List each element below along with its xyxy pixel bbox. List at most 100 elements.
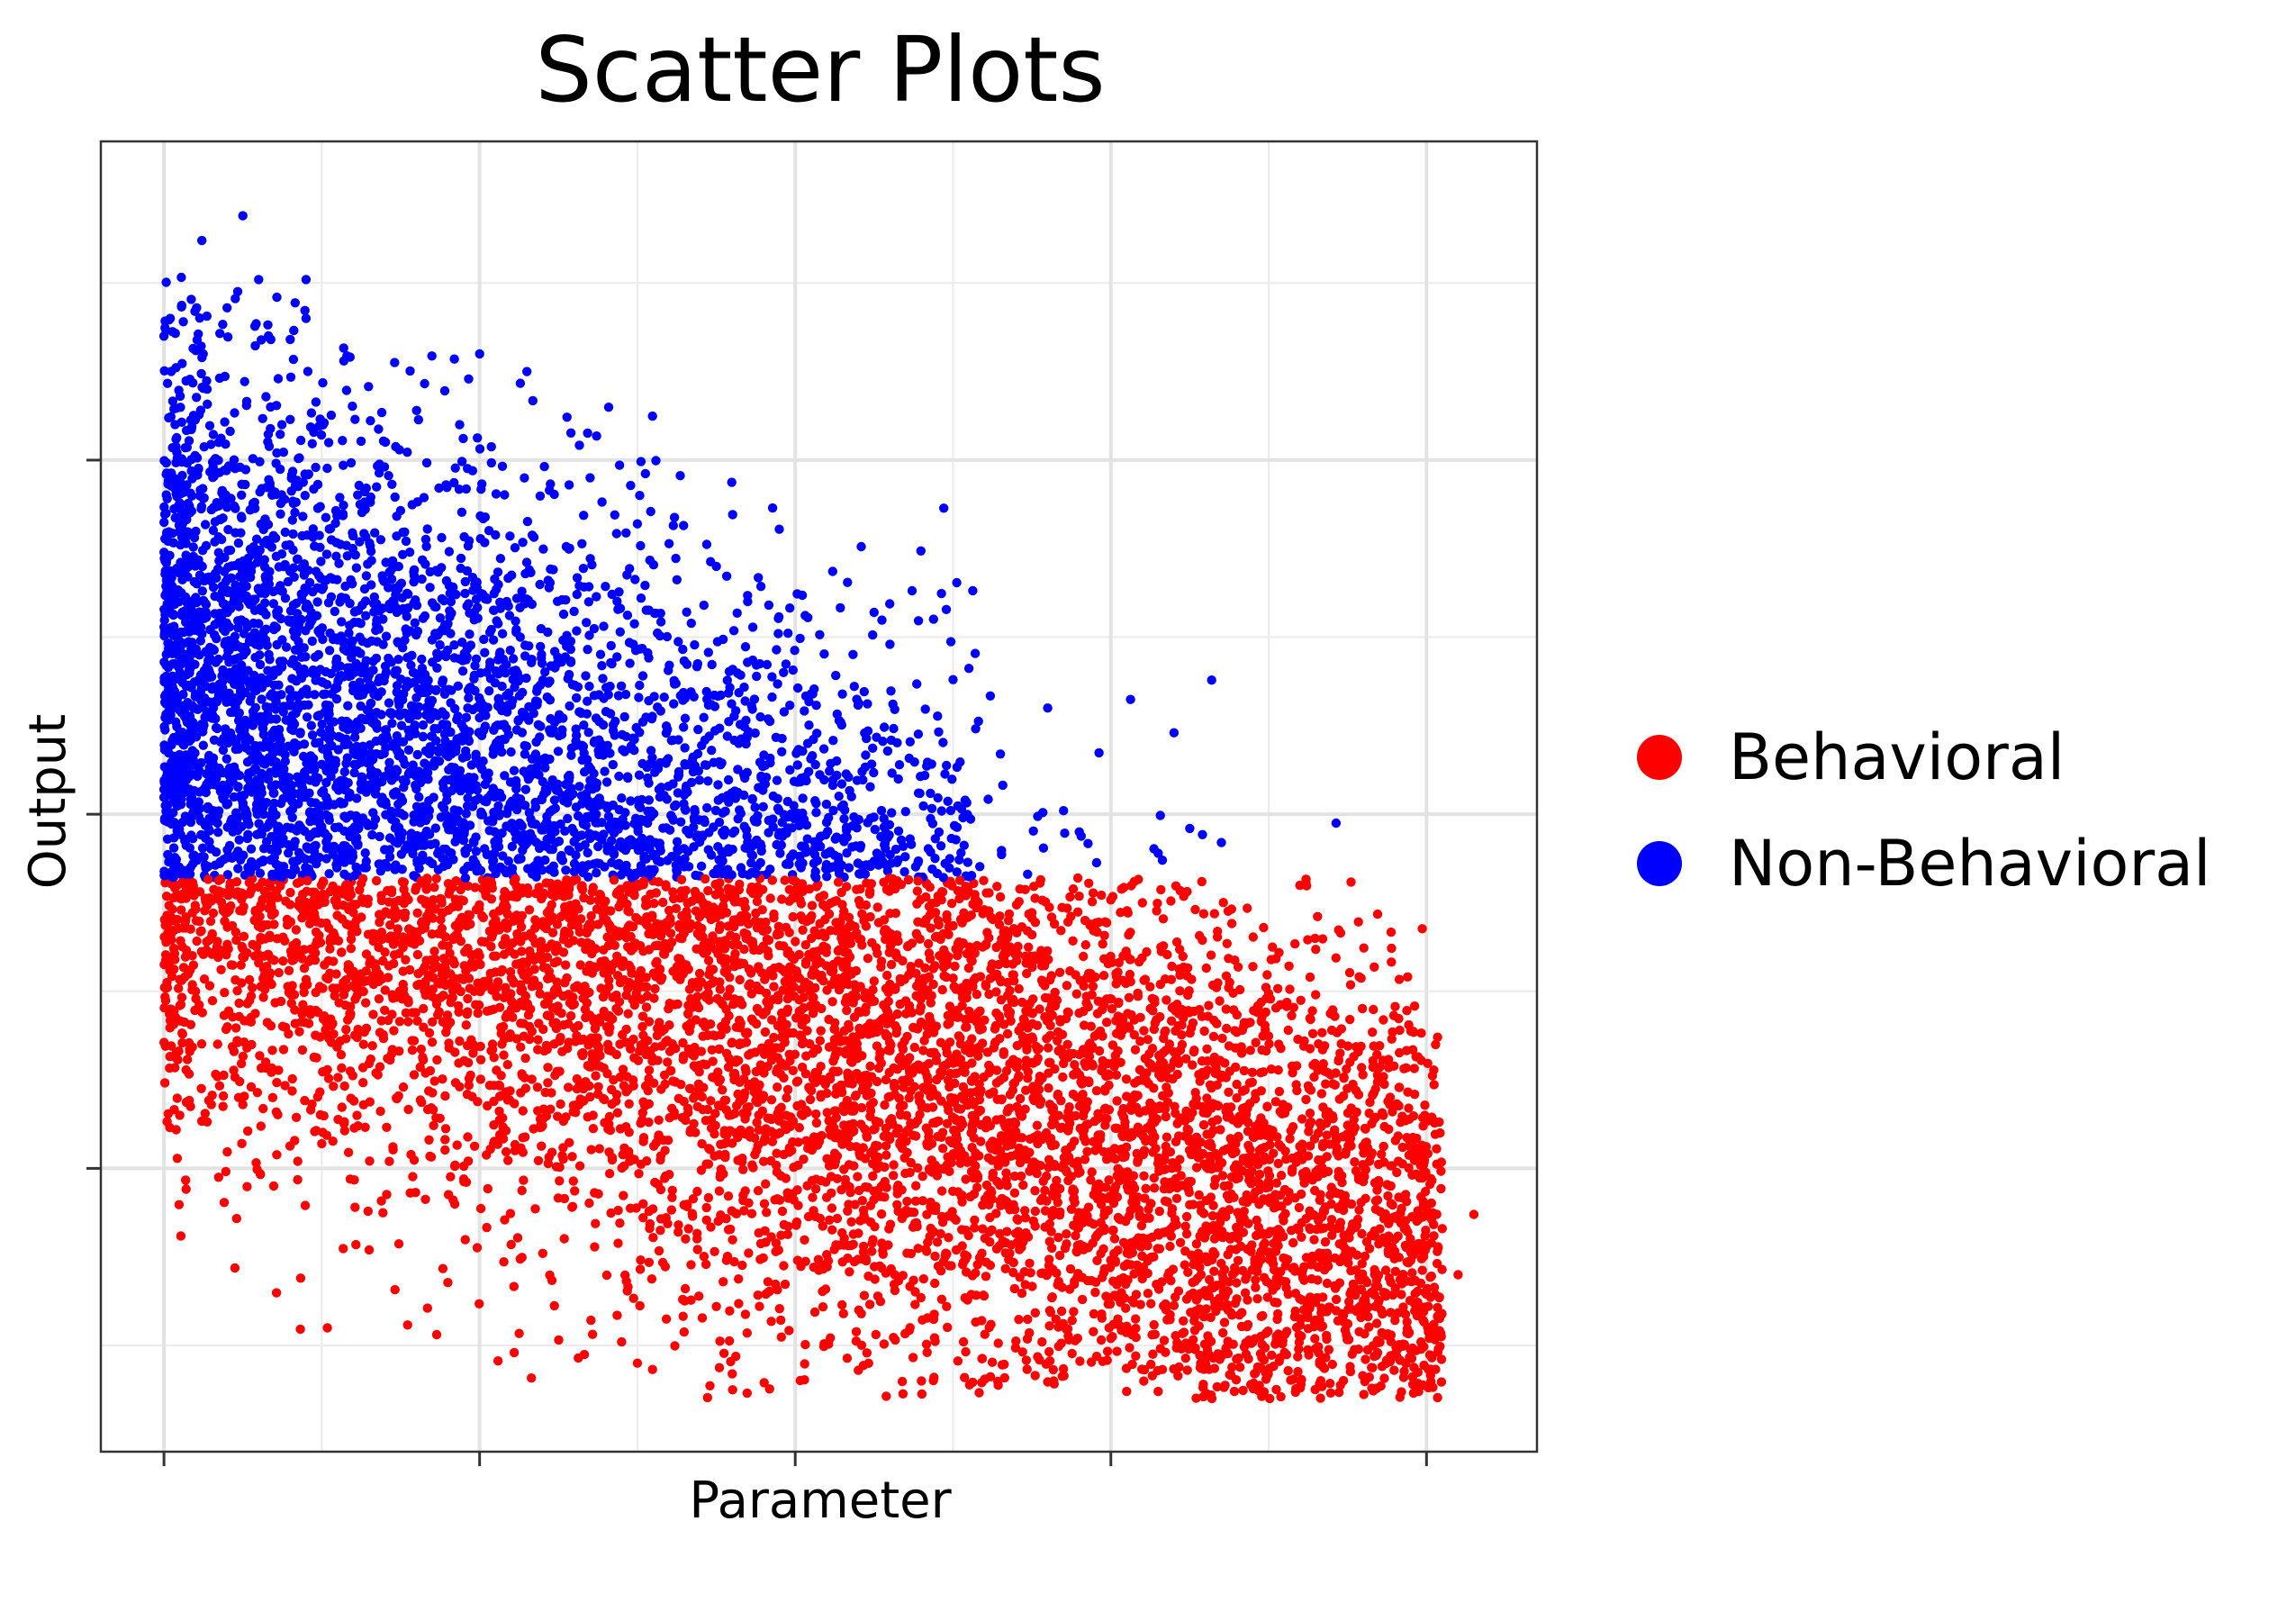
behavioral-point <box>1331 1294 1342 1305</box>
behavioral-point <box>818 1302 828 1312</box>
behavioral-point <box>1044 1321 1054 1331</box>
non-behavioral-point <box>505 645 515 656</box>
non-behavioral-point <box>1028 826 1038 836</box>
behavioral-point <box>516 1042 526 1052</box>
non-behavioral-point <box>269 798 279 809</box>
behavioral-point <box>1136 1220 1147 1231</box>
behavioral-point <box>811 882 822 892</box>
behavioral-point <box>577 1051 588 1061</box>
behavioral-point <box>917 1389 927 1399</box>
behavioral-point <box>1197 876 1207 887</box>
non-behavioral-point <box>682 607 692 617</box>
behavioral-point <box>1346 877 1356 887</box>
behavioral-point <box>368 1010 378 1019</box>
non-behavioral-point <box>545 577 556 588</box>
behavioral-point <box>1053 1322 1063 1332</box>
behavioral-point <box>1318 1292 1328 1302</box>
behavioral-point <box>1175 986 1185 996</box>
behavioral-point <box>838 1240 849 1250</box>
non-behavioral-point <box>617 793 627 803</box>
behavioral-point <box>1209 1181 1220 1191</box>
non-behavioral-point <box>683 862 694 872</box>
behavioral-point <box>1067 1316 1077 1326</box>
behavioral-point <box>1032 1120 1043 1130</box>
behavioral-point <box>429 946 439 956</box>
behavioral-point <box>735 974 745 985</box>
non-behavioral-point <box>923 844 934 854</box>
behavioral-point <box>646 1274 657 1284</box>
behavioral-point <box>832 1213 843 1224</box>
behavioral-point <box>737 1260 747 1271</box>
behavioral-point <box>635 1300 645 1311</box>
behavioral-point <box>706 1096 716 1106</box>
behavioral-point <box>694 1291 704 1301</box>
behavioral-point <box>683 1224 693 1234</box>
non-behavioral-point <box>361 571 372 581</box>
non-behavioral-point <box>276 509 285 519</box>
non-behavioral-point <box>634 693 644 702</box>
behavioral-point <box>267 1092 278 1103</box>
behavioral-point <box>182 1055 193 1064</box>
non-behavioral-point <box>776 840 786 850</box>
non-behavioral-point <box>589 623 600 634</box>
non-behavioral-point <box>241 396 252 406</box>
behavioral-point <box>766 1155 776 1166</box>
non-behavioral-point <box>417 574 427 584</box>
behavioral-point <box>218 1091 229 1101</box>
behavioral-point <box>622 1286 632 1296</box>
non-behavioral-point <box>316 557 326 566</box>
behavioral-point <box>1109 1248 1119 1259</box>
behavioral-point <box>810 1184 821 1194</box>
behavioral-point <box>766 1095 777 1105</box>
behavioral-point <box>1050 987 1060 998</box>
behavioral-point <box>440 1091 450 1101</box>
behavioral-point <box>1156 884 1166 895</box>
behavioral-point <box>991 987 1001 997</box>
non-behavioral-point <box>527 530 538 540</box>
behavioral-point <box>612 1310 622 1320</box>
non-behavioral-point <box>841 769 851 779</box>
behavioral-point <box>800 1235 809 1245</box>
behavioral-point <box>208 908 219 919</box>
behavioral-point <box>1037 1336 1047 1347</box>
non-behavioral-point <box>832 756 842 766</box>
behavioral-point <box>1262 1292 1273 1302</box>
non-behavioral-point <box>417 654 427 665</box>
behavioral-point <box>442 1010 453 1020</box>
behavioral-point <box>1285 984 1295 994</box>
behavioral-point <box>375 1062 385 1072</box>
behavioral-point <box>701 1215 711 1226</box>
behavioral-point <box>1387 943 1397 954</box>
non-behavioral-point <box>572 573 583 583</box>
behavioral-point <box>431 1329 442 1340</box>
behavioral-point <box>520 1053 530 1064</box>
non-behavioral-point <box>741 825 752 835</box>
non-behavioral-point <box>828 736 838 746</box>
behavioral-point <box>1402 1006 1412 1016</box>
behavioral-point <box>365 1156 375 1166</box>
non-behavioral-point <box>489 589 499 599</box>
non-behavioral-point <box>642 762 652 773</box>
behavioral-point <box>248 983 258 993</box>
non-behavioral-point <box>910 862 921 872</box>
behavioral-point <box>650 983 660 994</box>
behavioral-point <box>1330 1080 1341 1091</box>
non-behavioral-point <box>421 541 431 551</box>
behavioral-point <box>864 1300 875 1309</box>
behavioral-point <box>1324 1345 1334 1354</box>
non-behavioral-point <box>1155 810 1165 820</box>
behavioral-point <box>258 992 268 1002</box>
behavioral-point <box>1266 1064 1277 1074</box>
behavioral-point <box>231 1023 241 1033</box>
behavioral-point <box>715 984 725 994</box>
behavioral-point <box>1386 1308 1396 1318</box>
non-behavioral-point <box>882 746 893 756</box>
non-behavioral-point <box>258 413 267 423</box>
non-behavioral-point <box>717 857 727 867</box>
behavioral-point <box>1202 1044 1212 1055</box>
behavioral-point <box>1421 1289 1432 1300</box>
non-behavioral-point <box>672 837 682 847</box>
behavioral-point <box>707 1045 717 1055</box>
behavioral-point <box>985 1260 996 1271</box>
behavioral-point <box>1370 1196 1381 1206</box>
